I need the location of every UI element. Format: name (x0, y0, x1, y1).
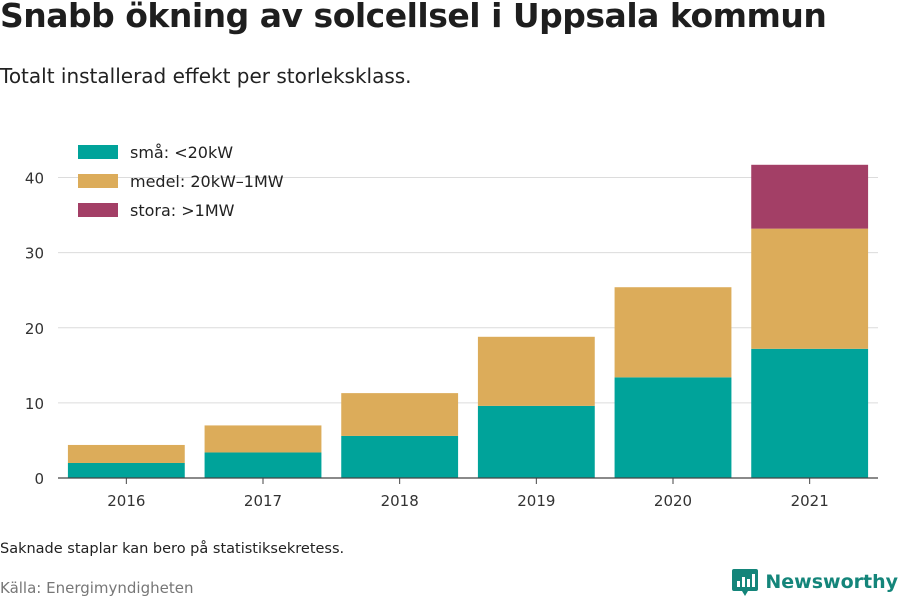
y-tick-label: 40 (25, 170, 44, 188)
y-tick-label: 30 (25, 245, 44, 263)
newsworthy-logo-icon (732, 569, 759, 596)
bar-segment (614, 287, 732, 378)
legend: små: <20kW medel: 20kW–1MW stora: >1MW (78, 143, 284, 220)
bar-segment (204, 425, 322, 453)
bar-segment (751, 348, 869, 478)
bar-segment (751, 164, 869, 229)
bar-segment (204, 452, 322, 478)
y-tick-label: 20 (25, 320, 44, 338)
footnote: Saknade staplar kan bero på statistiksek… (0, 541, 345, 557)
gridlines (58, 177, 878, 404)
brand-logo[interactable]: Newsworthy (731, 567, 898, 597)
bar-segment (341, 435, 459, 478)
y-tick-label: 10 (25, 395, 44, 413)
bar-segment (614, 377, 732, 478)
chart-subtitle: Totalt installerad effekt per storlekskl… (0, 64, 412, 88)
bar-segment (67, 444, 185, 463)
legend-swatch (78, 145, 118, 159)
source-credit: Källa: Energimyndigheten (0, 579, 194, 597)
axes: 0 10 20 30 40 2016 2017 2018 2019 2020 2021 (25, 170, 878, 510)
x-tick-label: 2021 (791, 492, 829, 510)
bar-segment (751, 228, 869, 349)
bar-segment (477, 336, 595, 406)
legend-label: stora: >1MW (130, 201, 235, 220)
bar-segment (341, 393, 459, 436)
chart-title: Snabb ökning av solcellsel i Uppsala kom… (0, 0, 827, 35)
x-tick-label: 2020 (654, 492, 692, 510)
legend-label: små: <20kW (130, 143, 233, 162)
x-tick-label: 2016 (107, 492, 145, 510)
legend-label: medel: 20kW–1MW (130, 172, 284, 191)
x-tick-label: 2018 (381, 492, 419, 510)
bar-segment (477, 405, 595, 478)
bars (67, 164, 869, 478)
legend-swatch (78, 174, 118, 188)
y-tick-label: 0 (34, 470, 44, 488)
legend-swatch (78, 203, 118, 217)
x-tick-label: 2019 (517, 492, 555, 510)
bar-segment (67, 462, 185, 478)
brand-name: Newsworthy (765, 571, 898, 593)
x-tick-label: 2017 (244, 492, 282, 510)
